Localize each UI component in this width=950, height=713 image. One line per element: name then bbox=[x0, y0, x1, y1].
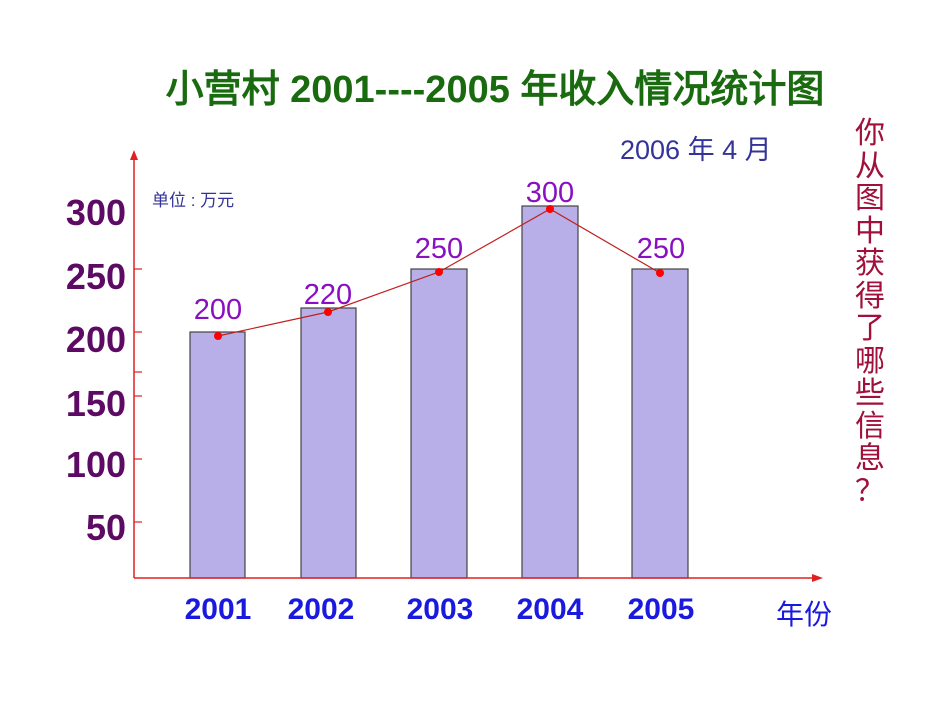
x-tick-label: 2001 bbox=[184, 593, 252, 626]
value-label: 250 bbox=[414, 233, 464, 265]
side-question: 你 从 图 中 获 得 了 哪 些 信 息 ？ bbox=[850, 116, 890, 509]
x-tick-label: 2002 bbox=[287, 593, 355, 626]
y-axis-arrow-icon bbox=[130, 150, 138, 160]
y-tick-label: 200 bbox=[65, 319, 126, 360]
chart-date: 2006 年 4 月 bbox=[620, 135, 772, 165]
side-question-char: 你 bbox=[855, 116, 885, 151]
side-question-char: 哪 bbox=[855, 343, 885, 379]
y-tick-label: 50 bbox=[85, 507, 126, 548]
data-point bbox=[546, 205, 554, 213]
data-point bbox=[656, 269, 664, 277]
y-tick-label: 250 bbox=[65, 256, 126, 297]
side-question-char: 些 bbox=[855, 376, 885, 411]
y-tick-label: 150 bbox=[65, 383, 126, 424]
side-question-char: 息 bbox=[855, 441, 885, 476]
bar-2002 bbox=[300, 307, 357, 579]
side-question-char: 从 bbox=[855, 148, 885, 184]
side-question-char: 得 bbox=[855, 278, 885, 314]
side-question-char: 信 bbox=[855, 408, 885, 444]
unit-label: 单位 : 万元 bbox=[152, 191, 235, 210]
x-tick-label: 2003 bbox=[406, 593, 474, 626]
y-tick-label: 100 bbox=[65, 444, 126, 485]
y-tick-label: 300 bbox=[65, 192, 126, 233]
data-point bbox=[435, 268, 443, 276]
data-point bbox=[324, 308, 332, 316]
bar-2001 bbox=[189, 331, 246, 579]
value-label: 250 bbox=[636, 233, 686, 265]
bar-2004 bbox=[521, 205, 579, 579]
side-question-char: ？ bbox=[855, 473, 885, 509]
value-label: 200 bbox=[193, 294, 243, 326]
side-question-char: 了 bbox=[855, 311, 885, 346]
x-axis-unit: 年份 bbox=[776, 599, 833, 630]
bar-2003 bbox=[410, 268, 468, 579]
y-ticks bbox=[134, 268, 142, 523]
side-question-char: 图 bbox=[855, 181, 885, 216]
x-tick-label: 2005 bbox=[627, 593, 695, 626]
x-tick-label: 2004 bbox=[516, 593, 584, 626]
side-question-char: 获 bbox=[855, 246, 885, 281]
x-axis-arrow-icon bbox=[812, 574, 823, 582]
value-label: 220 bbox=[303, 279, 353, 311]
value-label: 300 bbox=[525, 177, 575, 209]
data-point bbox=[214, 332, 222, 340]
chart-title: 小营村 2001----2005 年收入情况统计图 bbox=[165, 69, 825, 111]
bar-2005 bbox=[631, 268, 689, 579]
side-question-char: 中 bbox=[855, 213, 885, 249]
